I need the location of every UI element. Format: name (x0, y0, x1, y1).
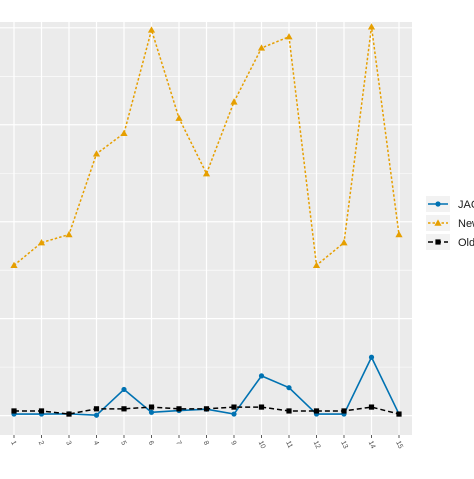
legend-item-jac: JAC (426, 196, 474, 212)
legend-item-old: Old (426, 234, 474, 250)
data-point-new (230, 98, 238, 105)
legend-key-marker (435, 201, 441, 207)
x-tick-label: 8 (202, 440, 210, 447)
x-axis: 1 2 3 4 5 6 7 8 9 10 11 12 13 14 15 (9, 435, 404, 450)
x-tick-label: 13 (339, 440, 349, 450)
data-point-old (121, 406, 127, 412)
data-point-old (286, 408, 292, 414)
data-point-old (258, 404, 265, 410)
grid-major (0, 22, 412, 435)
data-point-old (93, 406, 100, 412)
data-point-new (312, 261, 321, 269)
data-point-new (65, 230, 73, 238)
data-point-new (367, 23, 376, 30)
data-point-old (368, 404, 375, 410)
data-point-jac (93, 412, 100, 418)
data-point-old (203, 406, 210, 412)
x-tick-label: 9 (229, 440, 237, 447)
series-old (11, 404, 402, 417)
data-point-old (231, 404, 237, 410)
data-point-old (341, 408, 347, 414)
x-tick-label: 15 (394, 440, 404, 450)
x-tick-label: 4 (92, 440, 100, 447)
data-point-old (11, 408, 17, 414)
data-point-jac (121, 386, 127, 393)
data-point-new (395, 230, 403, 238)
data-point-old (396, 411, 402, 417)
data-point-jac (231, 411, 237, 417)
legend-item-new: New (426, 215, 474, 231)
legend: JAC New Old (426, 196, 474, 250)
data-point-old (176, 406, 182, 412)
data-point-jac (286, 385, 292, 391)
data-point-new (257, 44, 266, 51)
data-point-jac (148, 409, 155, 415)
data-point-jac (258, 373, 265, 379)
data-point-old (148, 404, 155, 410)
legend-key-marker (434, 219, 442, 226)
data-point-new (340, 239, 348, 246)
data-point-new (285, 33, 293, 40)
data-point-new (10, 261, 18, 269)
data-point-new (175, 114, 183, 121)
x-tick-label: 14 (367, 440, 377, 450)
x-tick-label: 5 (119, 440, 127, 447)
legend-key-marker (435, 239, 441, 245)
series-new (10, 23, 403, 269)
data-point-old (38, 408, 45, 414)
data-point-new (202, 170, 211, 177)
x-tick-label: 11 (284, 440, 293, 450)
series-line-new (13, 26, 400, 267)
x-tick-label: 10 (257, 440, 267, 450)
legend-label: Old (458, 237, 474, 249)
legend-label: JAC (458, 199, 474, 211)
x-tick-label: 6 (147, 440, 155, 447)
data-point-new (92, 150, 101, 157)
data-point-new (37, 239, 46, 246)
data-point-jac (368, 354, 375, 360)
data-point-old (66, 411, 72, 417)
data-point-old (313, 408, 320, 414)
x-tick-label: 3 (64, 440, 72, 447)
x-tick-label: 12 (312, 440, 322, 450)
x-tick-label: 2 (37, 440, 45, 447)
data-point-new (147, 26, 156, 33)
data-point-new (120, 129, 128, 136)
series-layer (10, 23, 403, 418)
x-tick-label: 1 (9, 440, 17, 447)
x-tick-label: 7 (174, 440, 182, 447)
legend-label: New (458, 218, 474, 230)
